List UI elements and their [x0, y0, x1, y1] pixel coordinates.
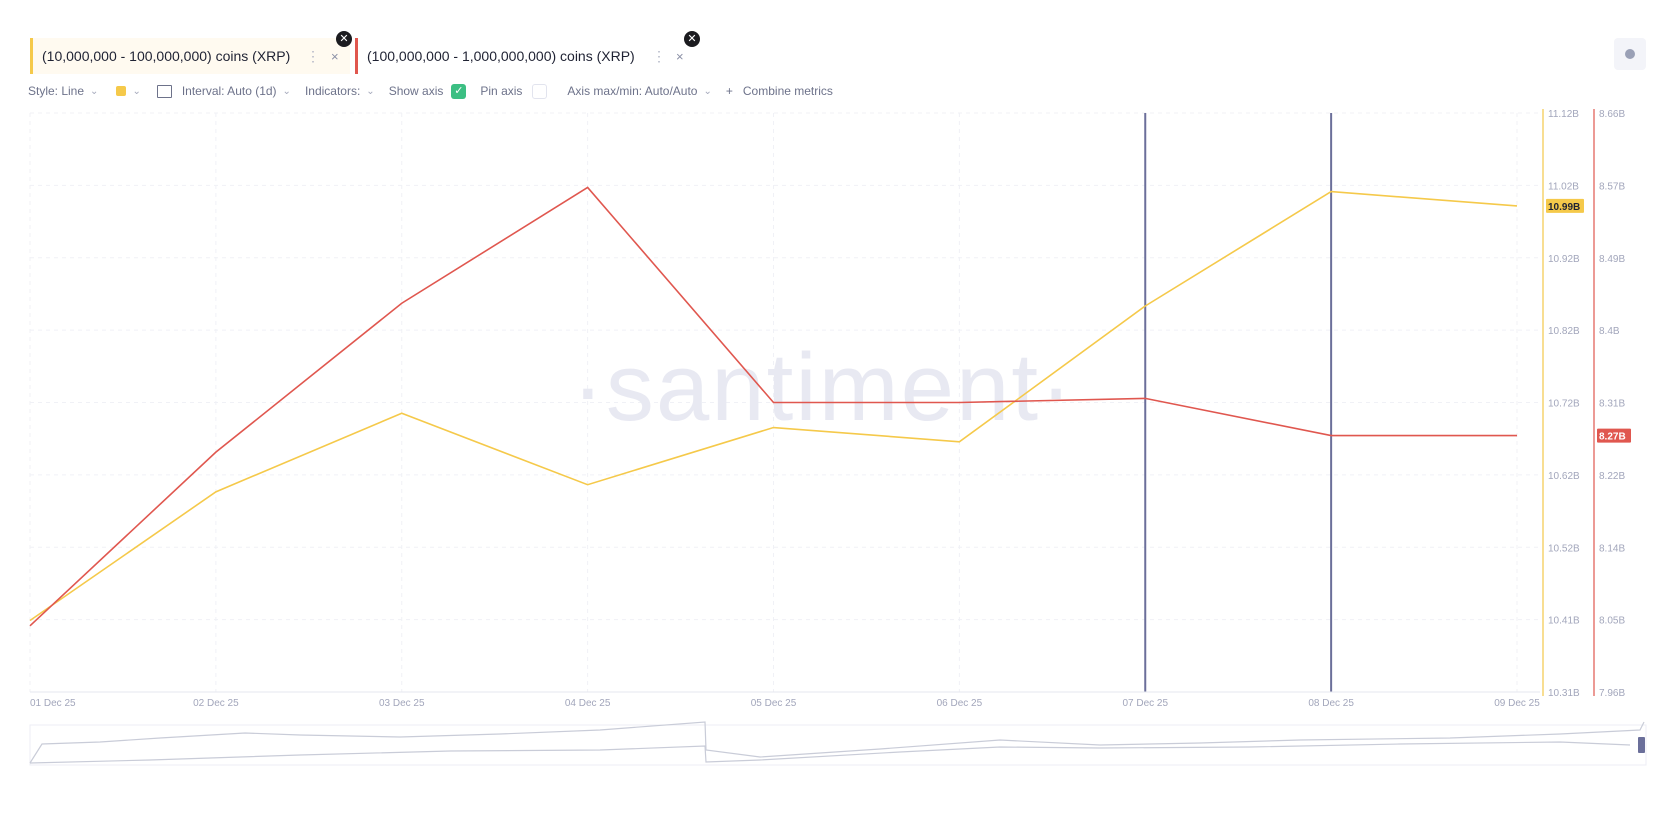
axis-maxmin-dropdown[interactable]: Axis max/min: Auto/Auto ⌄ — [567, 84, 711, 98]
date-tick-label: 07 Dec 25 — [1122, 698, 1168, 709]
date-tick-label: 04 Dec 25 — [565, 698, 611, 709]
y-tick-label: 7.96B — [1599, 688, 1625, 699]
axes: 01 Dec 25 02 Dec 25 03 Dec 25 04 Dec 25 05 D… — [30, 109, 1631, 709]
y-tick-label: 8.22B — [1599, 471, 1625, 482]
y-tick-label: 8.57B — [1599, 181, 1625, 192]
last-value-label: 8.27B — [1599, 432, 1626, 443]
axis-maxmin-label: Axis max/min: Auto/Auto — [567, 84, 698, 98]
remove-metric-icon[interactable]: × — [331, 48, 339, 64]
more-options-icon[interactable]: ⋮ — [652, 47, 666, 64]
metric-tab-label: (10,000,000 - 100,000,000) coins (XRP) — [42, 48, 291, 64]
combine-label: Combine metrics — [742, 84, 833, 98]
metric-tab-label: (100,000,000 - 1,000,000,000) coins (XRP… — [367, 48, 635, 64]
y-tick-label: 8.66B — [1599, 109, 1625, 120]
y-tick-label: 10.92B — [1548, 254, 1580, 265]
y-tick-label: 11.02B — [1548, 181, 1579, 192]
combine-metrics-button[interactable]: + Combine metrics — [726, 84, 833, 98]
chevron-down-icon: ⌄ — [366, 85, 375, 97]
indicators-label: Indicators: — [304, 84, 361, 98]
y-tick-label: 8.4B — [1599, 326, 1620, 337]
watermark: ·santiment· — [572, 334, 1074, 441]
date-tick-label: 08 Dec 25 — [1308, 698, 1354, 709]
calendar-icon — [156, 84, 172, 98]
y-tick-label: 10.72B — [1548, 399, 1580, 410]
dot-icon — [1625, 49, 1635, 59]
date-tick-label: 05 Dec 25 — [751, 698, 797, 709]
chevron-down-icon: ⌄ — [132, 85, 141, 97]
show-axis-checkbox[interactable]: ✓ — [451, 83, 467, 99]
color-picker[interactable]: ⌄ — [116, 85, 141, 97]
more-options-icon[interactable]: ⋮ — [306, 47, 320, 64]
remove-metric-icon[interactable]: × — [676, 48, 684, 64]
show-axis-toggle[interactable]: Show axis ✓ — [388, 83, 467, 99]
y-tick-label: 8.14B — [1599, 543, 1625, 554]
pin-axis-label: Pin axis — [480, 84, 523, 98]
navigator-sparkline — [29, 721, 1645, 764]
y-tick-label: 11.12B — [1548, 109, 1579, 120]
last-value-label: 10.99B — [1548, 202, 1580, 213]
settings-button[interactable] — [1614, 38, 1646, 70]
date-tick-label: 01 Dec 25 — [30, 698, 76, 709]
y-tick-label: 10.82B — [1548, 326, 1580, 337]
navigator[interactable] — [29, 721, 1647, 766]
last-value-badge: 10.99B — [1546, 198, 1584, 213]
y-tick-label: 8.05B — [1599, 616, 1625, 627]
date-tick-label: 06 Dec 25 — [937, 698, 983, 709]
date-tick-label: 09 Dec 25 — [1494, 698, 1540, 709]
y-tick-label: 10.41B — [1548, 616, 1580, 627]
metric-tab-100m-1b[interactable]: (100,000,000 - 1,000,000,000) coins (XRP… — [355, 38, 693, 74]
last-value-badge: 8.27B — [1597, 428, 1631, 443]
show-axis-label: Show axis — [388, 84, 444, 98]
series — [29, 186, 1518, 627]
y-tick-label: 10.62B — [1548, 471, 1580, 482]
plus-icon: + — [725, 84, 733, 98]
date-tick-label: 02 Dec 25 — [193, 698, 239, 709]
pin-axis-checkbox[interactable] — [532, 83, 548, 99]
xrp-logo-icon: ✕ — [336, 31, 352, 47]
chevron-down-icon: ⌄ — [703, 85, 712, 97]
xrp-logo-icon: ✕ — [684, 31, 700, 47]
color-swatch — [116, 86, 127, 96]
date-tick-label: 03 Dec 25 — [379, 698, 425, 709]
y-tick-label: 8.49B — [1599, 254, 1625, 265]
y-tick-label: 10.31B — [1548, 688, 1580, 699]
y-tick-label: 10.52B — [1548, 543, 1580, 554]
style-label: Style: Line — [28, 84, 85, 98]
chevron-down-icon: ⌄ — [282, 85, 291, 97]
navigator-sparkline — [29, 741, 1631, 764]
pin-axis-toggle[interactable]: Pin axis — [480, 83, 548, 99]
style-dropdown[interactable]: Style: Line ⌄ — [28, 84, 98, 98]
y-tick-label: 8.31B — [1599, 399, 1625, 410]
chart-toolbar: Style: Line ⌄ ⌄ Interval: Auto (1d) ⌄ Indi… — [28, 81, 841, 101]
metric-tab-10m-100m[interactable]: (10,000,000 - 100,000,000) coins (XRP) ⋮… — [30, 38, 350, 74]
interval-label: Interval: Auto (1d) — [181, 84, 277, 98]
navigator-frame — [29, 724, 1647, 766]
vertical-markers — [1144, 113, 1333, 692]
navigator-handle[interactable] — [1638, 737, 1645, 753]
chevron-down-icon: ⌄ — [90, 85, 99, 97]
indicators-dropdown[interactable]: Indicators: ⌄ — [305, 84, 375, 98]
interval-dropdown[interactable]: Interval: Auto (1d) ⌄ — [156, 84, 291, 98]
